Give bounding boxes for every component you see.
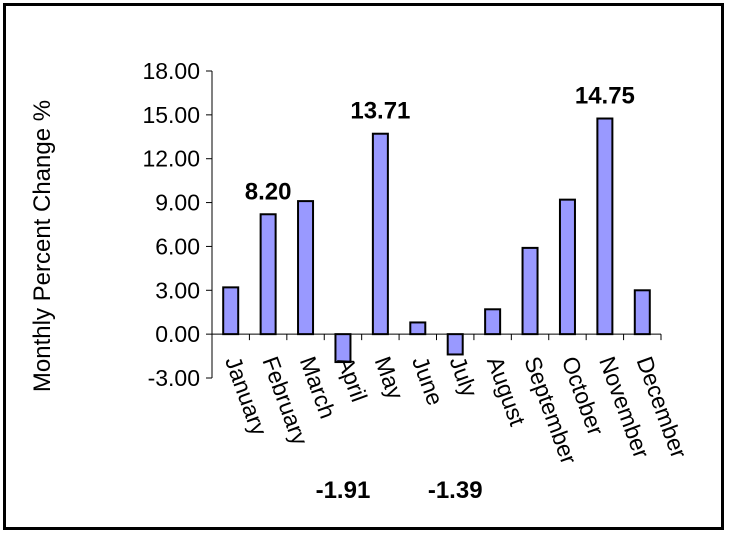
chart-frame: Monthly Percent Change % 18.00 15.00 12.00…: [3, 3, 724, 530]
bar-february: [259, 213, 277, 336]
y-tick-label: 18.00: [142, 58, 200, 84]
y-axis-title: Monthly Percent Change %: [29, 100, 56, 392]
y-tick-label: 9.00: [155, 190, 200, 216]
y-tick-label: 15.00: [142, 102, 200, 128]
bar-october: [558, 198, 576, 336]
category-label-april: April: [332, 353, 372, 405]
bar-july: [446, 333, 464, 356]
bar-march: [297, 200, 315, 336]
data-label-july: -1.39: [428, 477, 483, 504]
y-tick-label: 0.00: [155, 321, 200, 347]
data-label-february: 8.20: [245, 178, 292, 205]
y-tick-label: 12.00: [142, 146, 200, 172]
bar-august: [484, 308, 502, 336]
bar-may: [371, 132, 389, 336]
x-axis-labels: JanuaryFebruaryMarchAprilMayJuneJulyAugu…: [220, 353, 692, 468]
data-label-november: 14.75: [575, 83, 635, 110]
category-label-may: May: [370, 353, 409, 403]
bar-chart: Monthly Percent Change % 18.00 15.00 12.00…: [29, 58, 692, 504]
data-label-may: 13.71: [350, 98, 410, 125]
data-labels: 8.20 -1.91 13.71 -1.39 14.75: [245, 83, 635, 504]
bar-april: [334, 333, 352, 364]
bar-january: [222, 286, 240, 336]
y-tick-label: 6.00: [155, 233, 200, 259]
y-tick-label: 3.00: [155, 277, 200, 303]
bar-september: [521, 246, 539, 336]
category-label-july: July: [445, 353, 484, 401]
category-label-june: June: [407, 353, 448, 409]
bar-june: [409, 321, 427, 336]
data-label-april: -1.91: [316, 477, 371, 504]
y-axis: 18.00 15.00 12.00 9.00 6.00 3.00 0.00 -3.00: [142, 58, 662, 391]
bar-december: [633, 289, 651, 336]
bars: [222, 117, 651, 364]
y-tick-label: -3.00: [148, 365, 200, 391]
bar-november: [596, 117, 614, 336]
